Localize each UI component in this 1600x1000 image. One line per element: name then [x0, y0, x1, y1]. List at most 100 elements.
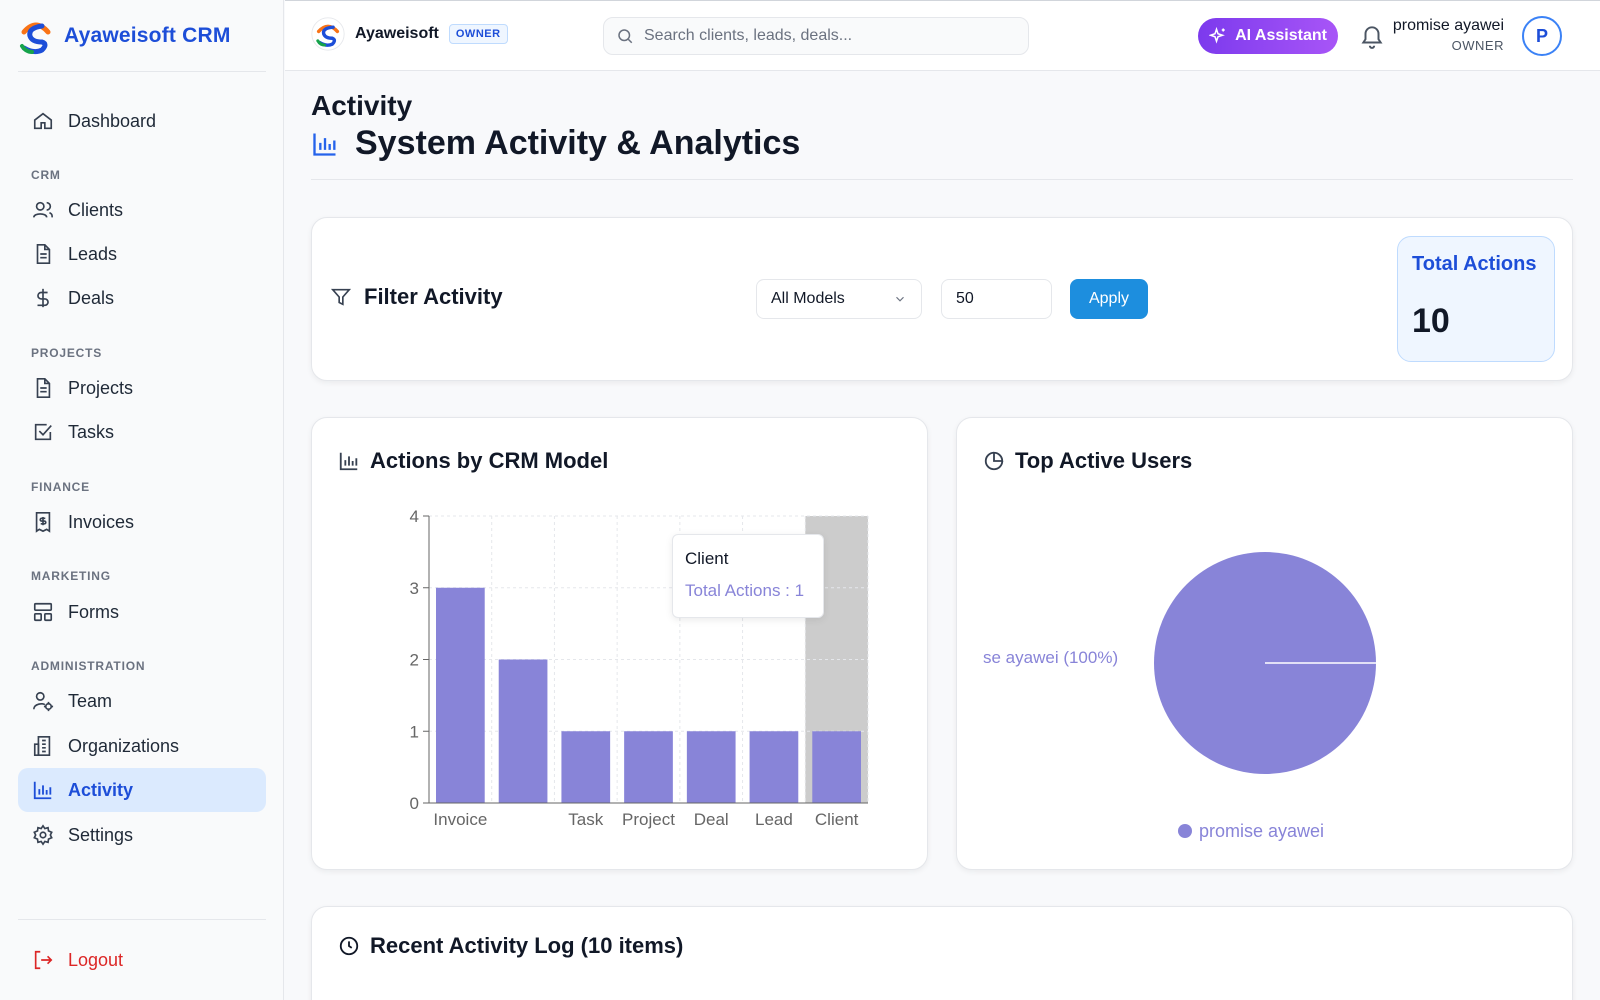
model-select-value: All Models: [771, 290, 845, 307]
org-logo-icon: [311, 17, 345, 51]
total-actions-label: Total Actions: [1412, 253, 1537, 275]
pie-chart-title: Top Active Users: [983, 448, 1192, 474]
top-header: Ayaweisoft OWNER AI Assistant promise ay…: [285, 0, 1600, 71]
sidebar-item-label: Invoices: [68, 511, 135, 532]
limit-input[interactable]: [941, 279, 1052, 319]
filter-title: Filter Activity: [330, 284, 503, 310]
bar: [812, 731, 861, 803]
layout-icon: [33, 602, 53, 622]
divider: [18, 919, 266, 920]
ai-assistant-button[interactable]: AI Assistant: [1198, 18, 1338, 54]
sidebar-item-projects[interactable]: Projects: [18, 366, 266, 410]
avatar[interactable]: P: [1522, 16, 1562, 56]
model-select[interactable]: All Models: [756, 279, 922, 319]
x-tick-label: Lead: [755, 810, 793, 829]
check-square-icon: [34, 423, 52, 441]
gear-icon: [33, 824, 53, 846]
logout-button[interactable]: Logout: [18, 938, 266, 982]
bar-chart-icon: [33, 781, 52, 800]
sidebar-item-label: Tasks: [68, 421, 115, 442]
section-label-marketing: MARKETING: [31, 569, 111, 583]
sidebar-item-dashboard[interactable]: Dashboard: [18, 99, 266, 143]
filter-icon: [330, 288, 352, 306]
y-tick-label: 3: [410, 579, 419, 598]
sidebar-item-tasks[interactable]: Tasks: [18, 410, 266, 454]
x-tick-label: Invoice: [433, 810, 487, 829]
sidebar-item-forms[interactable]: Forms: [18, 590, 266, 634]
logout-label: Logout: [68, 949, 124, 970]
x-tick-label: Task: [568, 810, 603, 829]
bar-chart: 0 1 2 3 4 Invoice Task Project Deal Lead Client: [410, 507, 869, 829]
bar: [749, 731, 799, 803]
section-label-finance: FINANCE: [31, 480, 90, 494]
bell-icon[interactable]: [1359, 23, 1385, 49]
page-subtitle: System Activity & Analytics: [311, 124, 800, 163]
sidebar: Ayaweisoft CRM Dashboard CRM Clients Lea…: [0, 0, 284, 1000]
sidebar-item-settings[interactable]: Settings: [18, 813, 266, 857]
sidebar-item-clients[interactable]: Clients: [18, 188, 266, 232]
sidebar-item-label: Settings: [68, 824, 134, 845]
activity-log-title: Recent Activity Log (10 items): [338, 933, 683, 959]
bar: [624, 731, 673, 803]
y-tick-label: 2: [410, 651, 419, 670]
tooltip-value: Total Actions : 1: [685, 581, 805, 600]
divider: [311, 179, 1573, 180]
activity-log-title-text: Recent Activity Log (10 items): [370, 933, 684, 958]
search-bar[interactable]: [603, 17, 1029, 55]
sidebar-item-label: Team: [68, 690, 113, 711]
file-text-icon: [36, 244, 51, 264]
pie-chart: se ayawei (100%) promise ayawei: [983, 552, 1376, 841]
chart-tooltip: Client Total Actions : 1: [672, 534, 824, 618]
bar: [436, 587, 485, 803]
sidebar-item-activity[interactable]: Activity: [18, 768, 266, 812]
users-icon: [33, 201, 53, 218]
ai-assistant-label: AI Assistant: [1235, 27, 1327, 44]
bar-chart-card: Actions by CRM Model 0 1 2 3 4 Invoice Task Pro…: [311, 417, 928, 870]
sidebar-item-team[interactable]: Team: [18, 679, 266, 723]
x-tick-label: Project: [622, 810, 675, 829]
pie-chart-title-text: Top Active Users: [1015, 448, 1193, 473]
brand[interactable]: Ayaweisoft CRM: [16, 14, 231, 58]
sidebar-item-label: Organizations: [68, 735, 180, 756]
legend-label: promise ayawei: [1199, 821, 1324, 841]
chevron-down-icon: [896, 296, 904, 302]
section-label-administration: ADMINISTRATION: [31, 659, 146, 673]
sidebar-item-deals[interactable]: Deals: [18, 276, 266, 320]
org-switcher[interactable]: Ayaweisoft OWNER: [311, 17, 508, 51]
divider: [18, 71, 266, 72]
sidebar-item-label: Dashboard: [68, 110, 157, 131]
sidebar-item-leads[interactable]: Leads: [18, 232, 266, 276]
pie-chart-icon: [984, 451, 1004, 471]
org-name: Ayaweisoft: [355, 25, 439, 42]
sidebar-item-label: Clients: [68, 199, 124, 220]
y-tick-label: 1: [410, 722, 419, 741]
filter-title-text: Filter Activity: [364, 284, 503, 309]
bar-chart-icon: [339, 452, 358, 471]
search-input[interactable]: [644, 27, 1004, 45]
tooltip-title: Client: [685, 549, 729, 568]
user-name: promise ayawei: [1392, 17, 1504, 34]
page-subtitle-text: System Activity & Analytics: [355, 124, 801, 162]
page-title: Activity: [311, 90, 413, 121]
sidebar-item-label: Activity: [68, 779, 134, 800]
x-tick-label: Client: [815, 810, 859, 829]
apply-button[interactable]: Apply: [1070, 279, 1148, 319]
home-icon: [33, 112, 53, 130]
legend-swatch: [1178, 824, 1192, 838]
sidebar-item-label: Deals: [68, 287, 115, 308]
y-tick-label: 0: [410, 794, 419, 813]
user-info[interactable]: promise ayawei OWNER: [1393, 17, 1504, 53]
bar: [498, 659, 548, 803]
search-icon: [618, 29, 633, 44]
y-tick-label: 4: [410, 507, 419, 526]
bar: [686, 731, 736, 803]
brand-name: Ayaweisoft CRM: [64, 24, 231, 47]
sidebar-item-invoices[interactable]: Invoices: [18, 500, 266, 544]
bar-chart-icon: [313, 133, 336, 156]
filter-card: Filter Activity All Models Apply Total A…: [311, 217, 1573, 381]
logout-icon: [34, 950, 53, 970]
clock-icon: [339, 936, 359, 956]
sidebar-item-organizations[interactable]: Organizations: [18, 724, 266, 768]
dollar-icon: [37, 288, 49, 308]
building-icon: [33, 736, 51, 756]
